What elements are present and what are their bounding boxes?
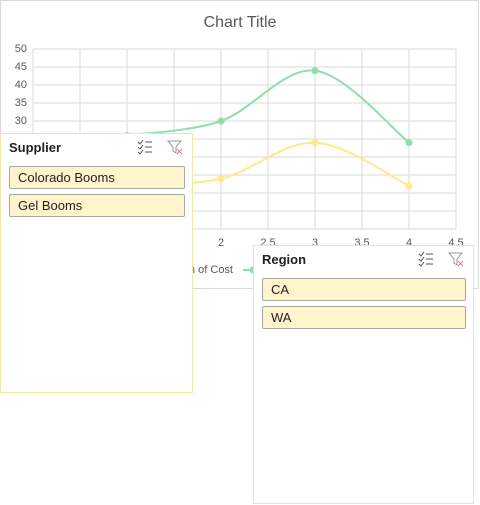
slicer-title: Supplier bbox=[9, 140, 62, 155]
point bbox=[311, 139, 319, 147]
y-tick-label: 40 bbox=[15, 79, 27, 91]
clear-filter-icon[interactable] bbox=[447, 250, 465, 268]
point bbox=[405, 182, 413, 190]
series-line bbox=[126, 69, 410, 144]
point bbox=[405, 139, 413, 147]
multi-select-icon[interactable] bbox=[417, 250, 435, 268]
point bbox=[217, 117, 225, 125]
slicer-item[interactable]: CA bbox=[262, 278, 466, 301]
slicer-item[interactable]: WA bbox=[262, 306, 466, 329]
point bbox=[217, 175, 225, 183]
chart-title: Chart Title bbox=[204, 14, 277, 31]
y-tick-label: 30 bbox=[15, 115, 27, 127]
clear-filter-icon[interactable] bbox=[166, 138, 184, 156]
slicer: Supplier Colorado Booms Gel Booms bbox=[0, 133, 193, 393]
x-tick-label: 4 bbox=[406, 237, 412, 249]
x-tick-label: 3 bbox=[312, 237, 318, 249]
y-tick-label: 45 bbox=[15, 61, 27, 73]
y-tick-label: 35 bbox=[15, 97, 27, 109]
slicer: Region CA WA bbox=[253, 245, 474, 504]
point bbox=[311, 67, 319, 75]
slicer-item[interactable]: Colorado Booms bbox=[9, 166, 185, 189]
x-tick-label: 2 bbox=[218, 237, 224, 249]
slicer-item[interactable]: Gel Booms bbox=[9, 194, 185, 217]
multi-select-icon[interactable] bbox=[136, 138, 154, 156]
y-tick-label: 50 bbox=[15, 43, 27, 55]
slicer-title: Region bbox=[262, 252, 307, 267]
